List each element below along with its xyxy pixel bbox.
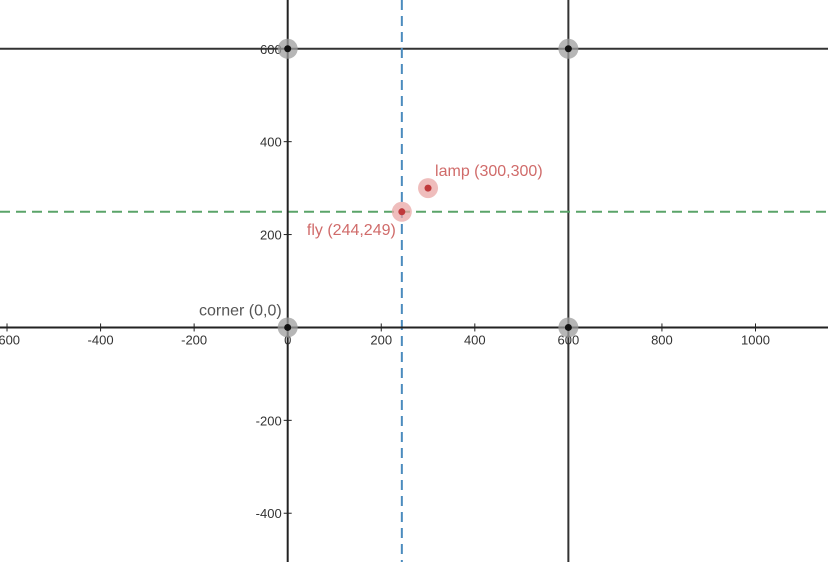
y-tick-label: 600	[260, 42, 282, 57]
point-600-0-point[interactable]	[564, 323, 572, 331]
corner-point[interactable]	[284, 323, 292, 331]
y-tick-label: -400	[256, 506, 282, 521]
y-tick-label: 400	[260, 135, 282, 150]
x-tick-label: 1000	[741, 332, 770, 347]
y-tick-label: -200	[256, 413, 282, 428]
x-tick-label: -200	[181, 332, 207, 347]
x-tick-label: -400	[88, 332, 114, 347]
points	[277, 38, 579, 338]
x-tick-label: 600	[558, 332, 580, 347]
point-600-600-point[interactable]	[564, 45, 572, 53]
x-tick-label: -600	[0, 332, 20, 347]
x-tick-label: 0	[284, 332, 291, 347]
lamp-point[interactable]	[424, 184, 432, 192]
x-tick-label: 400	[464, 332, 486, 347]
x-tick-label: 800	[651, 332, 673, 347]
ticks: -600 -400 -200 0 200 400 600 800 1000 -400 -200 200…	[0, 42, 770, 521]
point-0-600-point[interactable]	[284, 45, 292, 53]
point-labels: corner (0,0) lamp (300,300) fly (244,249)	[199, 163, 543, 319]
fly-point[interactable]	[398, 208, 406, 216]
lamp-label: lamp (300,300)	[435, 163, 543, 180]
fly-label: fly (244,249)	[307, 222, 396, 239]
x-tick-label: 200	[370, 332, 392, 347]
corner-label: corner (0,0)	[199, 302, 282, 319]
y-tick-label: 200	[260, 228, 282, 243]
